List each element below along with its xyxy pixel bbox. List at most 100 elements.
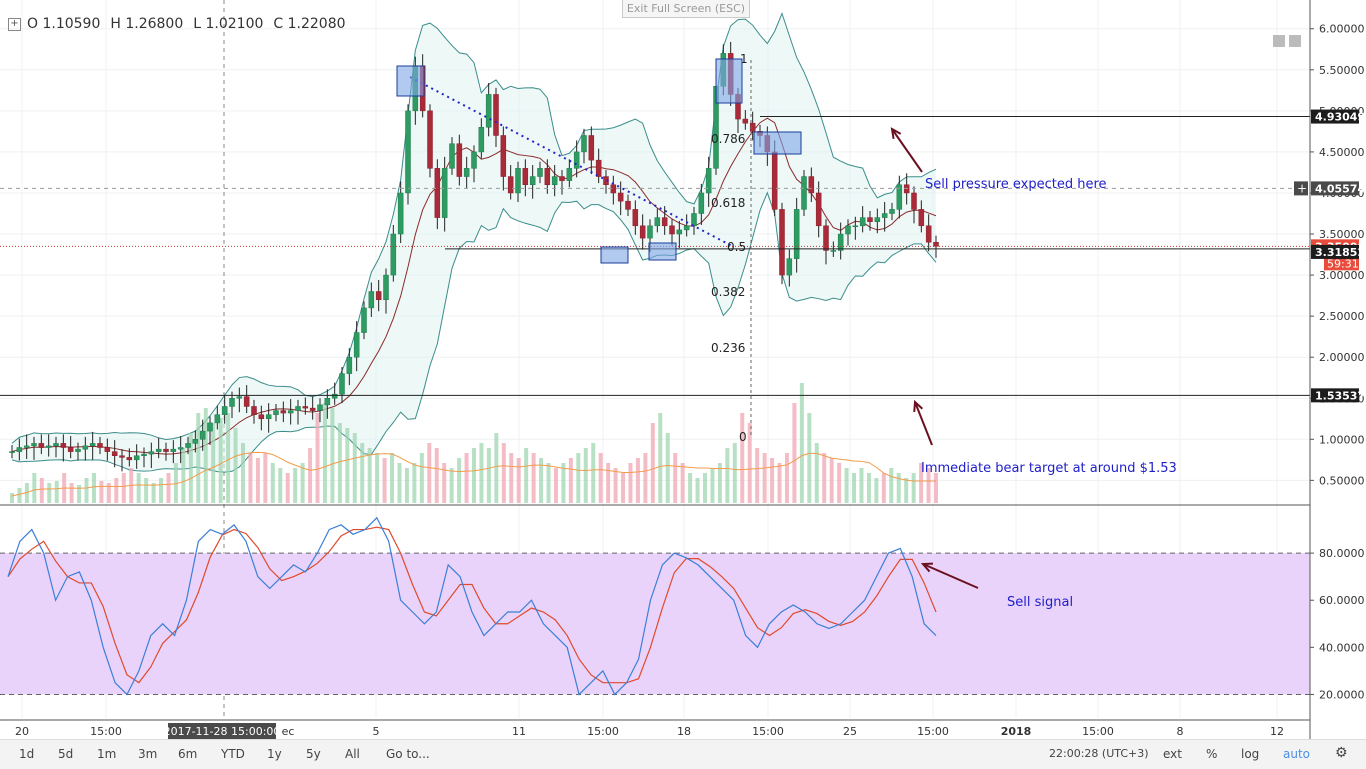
sell-signal-arrow — [922, 563, 979, 589]
time-tick-label: 5 — [373, 725, 380, 738]
volume-bar — [904, 478, 909, 503]
log-toggle[interactable]: log — [1241, 747, 1260, 761]
highlight-box — [648, 242, 677, 261]
candle-body — [698, 192, 705, 214]
volume-bar — [814, 443, 819, 503]
candle-body — [449, 143, 455, 169]
candle-body — [485, 94, 492, 128]
candle-body — [566, 168, 573, 181]
candle-body — [522, 168, 529, 186]
volume-bar — [159, 478, 164, 503]
volume-bar — [173, 463, 178, 503]
volume-bar — [583, 448, 588, 503]
volume-bar — [479, 443, 484, 503]
volume-bar — [799, 383, 804, 503]
tf-5d[interactable]: 5d — [58, 747, 74, 761]
volume-bar — [114, 478, 119, 503]
volume-bar — [539, 458, 544, 503]
tf-ytd[interactable]: YTD — [221, 747, 245, 761]
time-tick-label: 12 — [1270, 725, 1284, 738]
volume-bar — [464, 453, 469, 503]
tf-3m[interactable]: 3m — [138, 747, 158, 761]
gear-icon[interactable]: ⚙ — [1335, 745, 1348, 761]
volume-bar — [226, 413, 231, 503]
stochastic-oscillator — [0, 516, 1310, 696]
volume-bar — [822, 453, 827, 503]
volume-bar — [650, 423, 655, 503]
volume-bar — [196, 413, 201, 503]
candle-body — [837, 233, 844, 251]
highlight-box — [715, 58, 743, 104]
bollinger-upper — [11, 12, 937, 444]
volume-bar — [546, 463, 551, 503]
candle-body — [925, 225, 932, 243]
volume-bar — [218, 418, 223, 503]
chart-area[interactable]: 1 0.786 0.618 0.5 0.382 0.236 0 6.00000 5.50000… — [0, 0, 1366, 739]
tf-1m[interactable]: 1m — [97, 747, 117, 761]
volume-bar — [889, 468, 894, 503]
candle-body — [471, 151, 477, 169]
open-value: O 1.10590 — [27, 16, 101, 32]
candle-body — [53, 443, 59, 447]
volume-bar — [367, 448, 372, 503]
volume-bar — [390, 453, 395, 503]
candle-body — [397, 192, 404, 235]
countdown-bg — [1324, 256, 1359, 271]
bottom-toolbar: 1d 5d 1m 3m 6m YTD 1y 5y All Go to... 22… — [0, 739, 1366, 769]
ohlc-legend: + O 1.10590 H 1.26800 L 1.02100 C 1.2208… — [8, 16, 350, 32]
candle-body — [295, 406, 301, 411]
volume-bar — [792, 403, 797, 503]
time-tick-label: ec — [282, 725, 295, 738]
candle-body — [427, 110, 433, 169]
volume-bar — [911, 473, 916, 503]
candle-body — [309, 407, 316, 411]
volume-bar — [345, 428, 350, 503]
candle-body — [331, 393, 338, 399]
tf-1d[interactable]: 1d — [19, 747, 35, 761]
volume-bar — [151, 483, 156, 503]
candle-body — [588, 135, 595, 161]
time-tick-label: 15:00 — [1082, 725, 1114, 738]
auto-toggle[interactable]: auto — [1283, 747, 1311, 761]
expand-icon[interactable]: + — [8, 17, 21, 31]
bear-target-arrow — [914, 401, 933, 446]
candle-body — [625, 200, 631, 210]
candle-body — [808, 176, 815, 194]
candle-body — [104, 447, 111, 452]
candle-body — [933, 241, 939, 247]
candle-body — [317, 404, 323, 411]
volume-bar — [516, 458, 521, 503]
candle-body — [243, 396, 250, 407]
volume-bar — [673, 453, 678, 503]
tf-5y[interactable]: 5y — [306, 747, 321, 761]
camera-icon[interactable] — [1273, 35, 1285, 47]
tf-6m[interactable]: 6m — [178, 747, 198, 761]
candle-body — [361, 307, 367, 333]
percent-toggle[interactable]: % — [1206, 747, 1218, 761]
candle-body — [801, 176, 807, 210]
volume-bar — [188, 433, 193, 503]
volume-bar — [591, 443, 596, 503]
volume-bar — [47, 483, 52, 503]
tf-all[interactable]: All — [345, 747, 360, 761]
stoch-d-line — [7, 526, 937, 684]
tf-1y[interactable]: 1y — [267, 747, 282, 761]
volume-bar — [755, 448, 760, 503]
volume-bar — [501, 443, 506, 503]
candle-body — [654, 217, 661, 227]
settings-icon[interactable] — [1289, 35, 1301, 47]
ext-toggle[interactable]: ext — [1163, 747, 1182, 761]
fib-label-l05: 0.5 — [727, 240, 746, 254]
volume-bar — [710, 468, 715, 503]
time-tick-label: 2018 — [1001, 725, 1032, 738]
volume-bar — [434, 448, 439, 503]
fib-label-l0618: 0.618 — [711, 196, 745, 210]
volume-bar — [248, 453, 253, 503]
volume-bar — [598, 453, 603, 503]
goto-button[interactable]: Go to... — [386, 747, 430, 761]
exit-fullscreen-button[interactable]: Exit Full Screen (ESC) — [622, 0, 750, 18]
volume-bar — [919, 463, 924, 503]
volume-bar — [285, 473, 290, 503]
volume-bar — [524, 448, 529, 503]
volume-bar — [829, 458, 834, 503]
